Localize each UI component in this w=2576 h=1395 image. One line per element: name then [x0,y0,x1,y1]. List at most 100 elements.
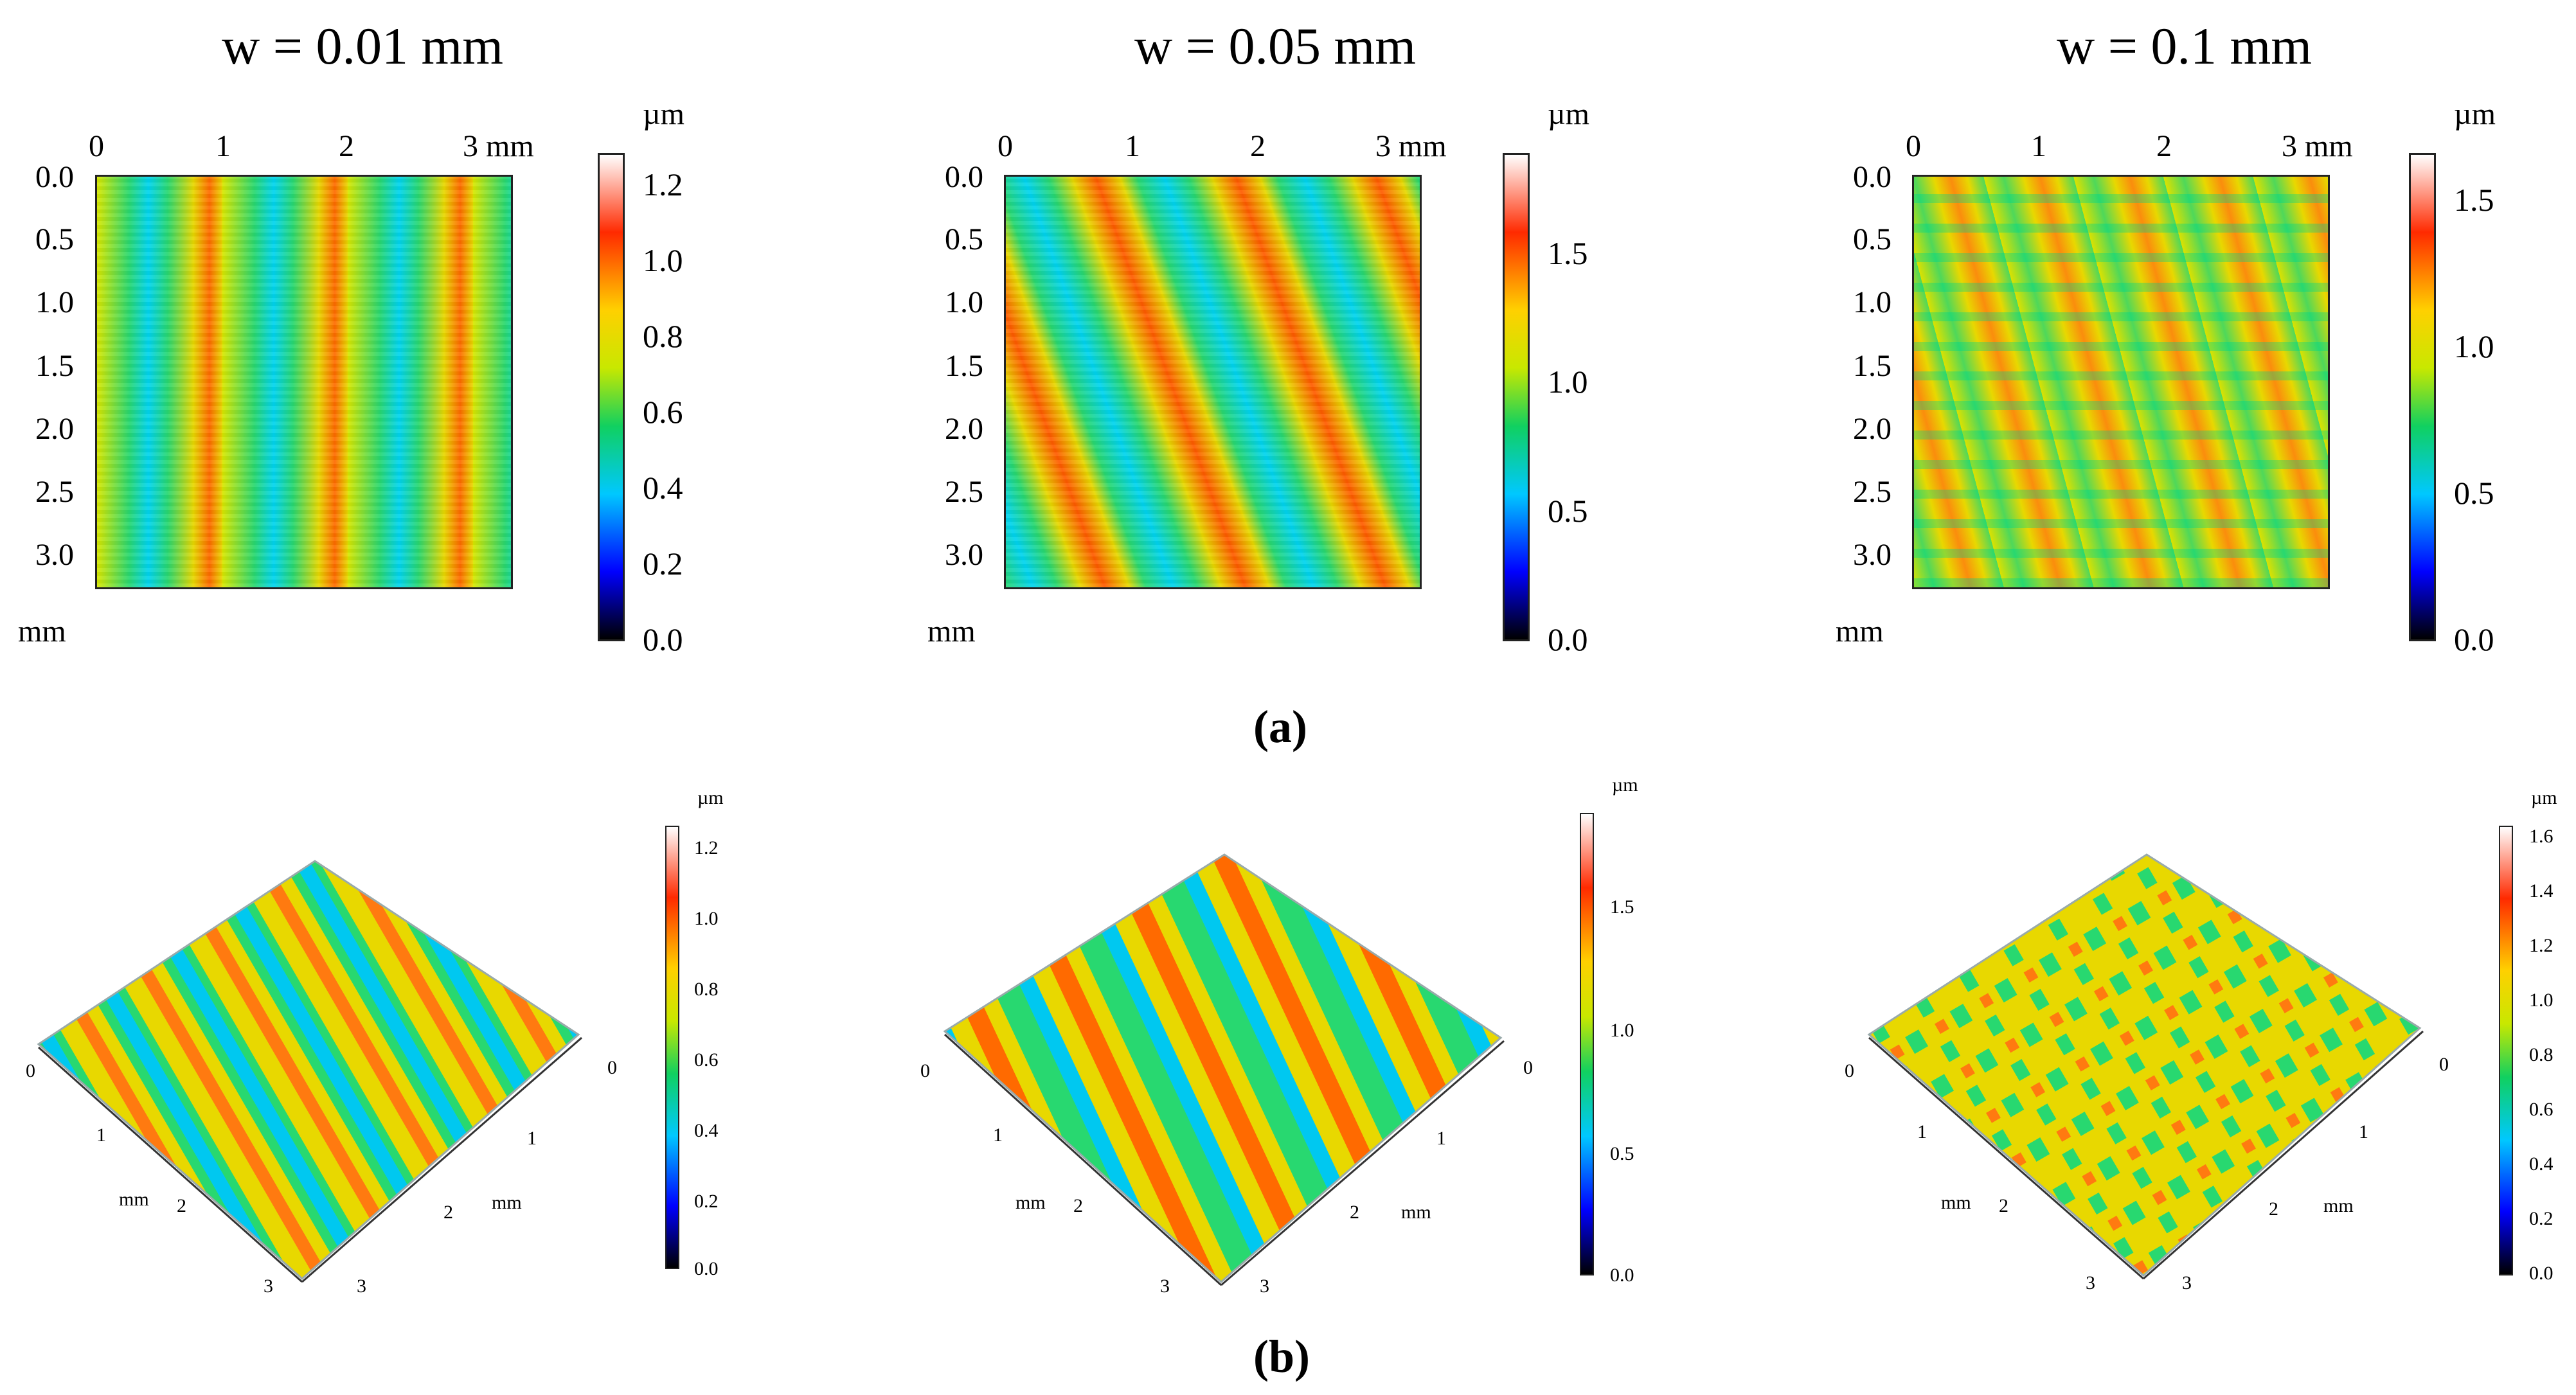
y-tick: 0.5 [945,222,983,256]
iso-left-tick: 0 [1845,1060,1854,1081]
iso-right-unit: mm [492,1192,522,1213]
colorbar-unit: µm [643,97,684,131]
iso-right-unit: mm [2323,1195,2354,1216]
iso-colorbar-tick: 0.2 [2529,1208,2554,1229]
iso-colorbar-tick: 1.2 [694,837,719,858]
iso-left-unit: mm [1941,1192,1971,1213]
x-tick: 2 [339,129,354,163]
colorbar-3 [2409,153,2436,641]
colorbar-1 [598,153,625,641]
iso-colorbar-tick: 0.4 [2529,1153,2554,1175]
colorbar-tick: 1.0 [2454,328,2494,364]
iso-left-tick: 2 [1999,1195,2008,1216]
iso-colorbar-tick: 1.5 [1610,896,1634,918]
surface-3d-plane-3 [1867,853,2422,1277]
y-tick: 0.5 [1853,222,1892,256]
iso-colorbar-tick: 1.2 [2529,935,2554,956]
y-tick: 1.5 [1853,349,1892,383]
colorbar-tick: 0.2 [643,546,683,582]
x-tick: 0 [89,129,104,163]
colorbar-tick: 1.5 [1548,235,1588,271]
iso-colorbar-tick: 0.8 [694,979,719,1000]
x-tick: 3 mm [463,129,534,163]
iso-left-tick: 2 [177,1195,186,1216]
iso-colorbar-tick: 0.6 [2529,1099,2554,1120]
heightmap-2d-1 [95,175,513,589]
iso-colorbar-tick: 1.6 [2529,826,2554,847]
iso-right-tick: 0 [1523,1057,1533,1078]
x-tick: 0 [997,129,1013,163]
iso-left-tick: 3 [1160,1275,1170,1297]
y-tick: 0.0 [1853,160,1892,194]
panel-title-3: w = 0.1 mm [2057,17,2312,75]
colorbar-tick: 0.6 [643,394,683,430]
colorbar-tick: 1.5 [2454,182,2494,218]
colorbar-tick: 0.8 [643,318,683,354]
y-tick: 0.5 [35,222,74,256]
heightmap-2d-2 [1004,175,1422,589]
iso-colorbar-unit: µm [1612,774,1638,795]
iso-left-unit: mm [1015,1192,1046,1213]
iso-left-unit: mm [119,1189,149,1210]
iso-colorbar-tick: 1.0 [694,908,719,929]
x-tick: 1 [2031,129,2046,163]
iso-right-tick: 3 [2182,1272,2192,1293]
y-tick: 3.0 [35,538,74,572]
iso-left-tick: 3 [264,1275,273,1297]
iso-right-tick: 0 [607,1057,617,1078]
y-tick: 3.0 [1853,538,1892,572]
iso-colorbar-tick: 0.5 [1610,1143,1634,1164]
iso-colorbar-tick: 0.4 [694,1120,719,1141]
iso-right-tick: 2 [443,1202,453,1223]
y-tick: 2.0 [945,412,983,446]
iso-left-tick: 0 [920,1060,930,1081]
y-tick: 2.0 [35,412,74,446]
iso-right-tick: 2 [2269,1198,2278,1220]
iso-colorbar-tick: 0.8 [2529,1044,2554,1065]
colorbar-tick: 0.5 [1548,493,1588,529]
iso-left-tick: 1 [1917,1121,1927,1142]
iso-colorbar-unit: µm [2531,787,2557,808]
y-tick: 2.0 [1853,412,1892,446]
iso-left-tick: 2 [1073,1195,1083,1216]
x-tick: 1 [215,129,231,163]
iso-right-tick: 3 [1260,1275,1269,1297]
colorbar-tick: 0.0 [2454,621,2494,657]
y-axis-unit: mm [927,614,976,648]
y-tick: 2.5 [945,475,983,509]
iso-colorbar-unit: µm [697,787,724,808]
x-tick: 2 [2156,129,2172,163]
subfigure-label-b: (b) [1253,1331,1310,1382]
iso-right-tick: 1 [2359,1121,2368,1142]
colorbar-unit: µm [1548,97,1589,131]
iso-colorbar-2 [1580,813,1594,1275]
y-tick: 0.0 [35,160,74,194]
surface-3d-plane-1 [37,860,580,1281]
panel-title-1: w = 0.01 mm [222,17,504,75]
iso-colorbar-tick: 1.4 [2529,880,2554,902]
iso-left-tick: 1 [96,1124,106,1146]
y-tick: 2.5 [35,475,74,509]
colorbar-tick: 0.5 [2454,475,2494,511]
subfigure-label-a: (a) [1253,701,1307,752]
y-tick: 0.0 [945,160,983,194]
iso-colorbar-tick: 0.2 [694,1191,719,1212]
iso-colorbar-1 [665,826,679,1269]
iso-right-unit: mm [1401,1202,1431,1223]
heightmap-2d-3 [1912,175,2330,589]
iso-colorbar-tick: 1.0 [2529,990,2554,1011]
iso-right-tick: 2 [1350,1202,1359,1223]
x-tick: 2 [1250,129,1266,163]
iso-colorbar-tick: 0.0 [2529,1263,2554,1284]
iso-colorbar-tick: 1.0 [1610,1020,1634,1041]
y-tick: 2.5 [1853,475,1892,509]
iso-colorbar-tick: 0.0 [694,1258,719,1279]
iso-right-tick: 3 [357,1275,366,1297]
panel-title-2: w = 0.05 mm [1134,17,1417,75]
iso-colorbar-3 [2499,826,2513,1275]
y-axis-unit: mm [18,614,66,648]
y-tick: 1.0 [945,285,983,319]
colorbar-unit: µm [2454,97,2496,131]
colorbar-tick: 0.0 [1548,621,1588,657]
